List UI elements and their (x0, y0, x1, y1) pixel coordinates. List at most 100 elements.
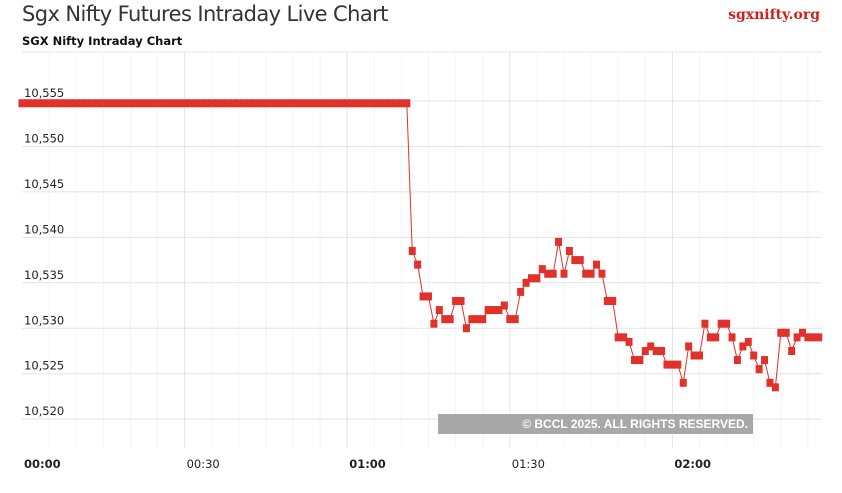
data-point (750, 351, 758, 360)
data-point (197, 99, 205, 108)
data-point (67, 99, 75, 108)
data-point (267, 99, 275, 108)
data-point (462, 324, 470, 333)
data-point (533, 274, 541, 283)
y-tick-label: 10,540 (24, 222, 64, 236)
data-point (452, 296, 460, 305)
page-title: Sgx Nifty Futures Intraday Live Chart (22, 2, 388, 26)
data-point (273, 99, 281, 108)
data-point (105, 99, 113, 108)
data-point (403, 99, 411, 108)
data-point (208, 99, 216, 108)
data-point (555, 237, 563, 246)
data-point (343, 99, 351, 108)
data-point (332, 99, 340, 108)
data-point (235, 99, 243, 108)
data-point (94, 99, 102, 108)
data-point (88, 99, 96, 108)
y-tick-label: 10,520 (24, 404, 64, 418)
data-point (284, 99, 292, 108)
data-point (647, 342, 655, 351)
y-tick-label: 10,535 (24, 268, 64, 282)
data-point (34, 99, 42, 108)
data-point (511, 315, 519, 324)
data-point (311, 99, 319, 108)
data-point (408, 246, 416, 255)
data-point (728, 333, 736, 342)
data-point (278, 99, 286, 108)
data-point (490, 306, 498, 315)
data-point (154, 99, 161, 108)
data-point (587, 269, 595, 278)
data-point (213, 99, 221, 108)
data-point (685, 342, 693, 351)
data-point (484, 306, 492, 315)
data-point (468, 315, 476, 324)
data-point (717, 319, 725, 328)
data-point (641, 346, 649, 355)
data-point (723, 319, 731, 328)
data-point (771, 383, 779, 392)
data-point (522, 278, 530, 287)
data-point (425, 292, 432, 301)
data-point (609, 296, 617, 305)
data-point (544, 269, 552, 278)
data-point (804, 333, 812, 342)
data-point (777, 328, 785, 337)
data-point (674, 360, 682, 369)
data-point (78, 99, 86, 108)
data-point (251, 99, 259, 108)
data-point (798, 328, 806, 337)
data-point (809, 333, 817, 342)
data-point (560, 269, 568, 278)
data-point (246, 99, 254, 108)
data-point (148, 99, 156, 108)
data-point (479, 315, 487, 324)
data-point (446, 315, 454, 324)
data-point (316, 99, 324, 108)
data-point (625, 337, 633, 346)
data-point (159, 99, 167, 108)
data-point (300, 99, 308, 108)
data-point (191, 99, 199, 108)
data-point (294, 99, 302, 108)
data-point (744, 337, 752, 346)
data-point (614, 333, 622, 342)
data-point (181, 99, 189, 108)
data-point (397, 99, 405, 108)
data-point (132, 99, 140, 108)
watermark-text: © BCCL 2025. ALL RIGHTS RESERVED. (522, 417, 748, 431)
data-point (99, 99, 107, 108)
data-point (381, 99, 389, 108)
data-point (72, 99, 80, 108)
brand-link[interactable]: sgxnifty.org (728, 7, 820, 23)
data-point (696, 351, 703, 360)
y-tick-label: 10,545 (24, 177, 64, 191)
data-point (630, 356, 638, 365)
data-point (603, 296, 611, 305)
y-tick-label: 10,555 (24, 86, 64, 100)
data-point (658, 346, 666, 355)
data-point (582, 269, 590, 278)
data-point (565, 246, 573, 255)
watermark-box (438, 414, 753, 434)
data-point (527, 274, 535, 283)
data-point (45, 99, 53, 108)
data-point (441, 315, 449, 324)
data-point (679, 378, 687, 387)
data-point (755, 365, 763, 374)
y-tick-label: 10,550 (24, 131, 64, 145)
data-point (517, 287, 525, 296)
data-point (56, 99, 64, 108)
data-point (322, 99, 330, 108)
data-point (240, 99, 248, 108)
data-point (365, 99, 373, 108)
data-point (576, 256, 584, 265)
data-point (706, 333, 714, 342)
data-point (110, 99, 118, 108)
data-point (620, 333, 628, 342)
data-point (29, 99, 37, 108)
data-point (815, 333, 823, 342)
data-point (701, 319, 709, 328)
